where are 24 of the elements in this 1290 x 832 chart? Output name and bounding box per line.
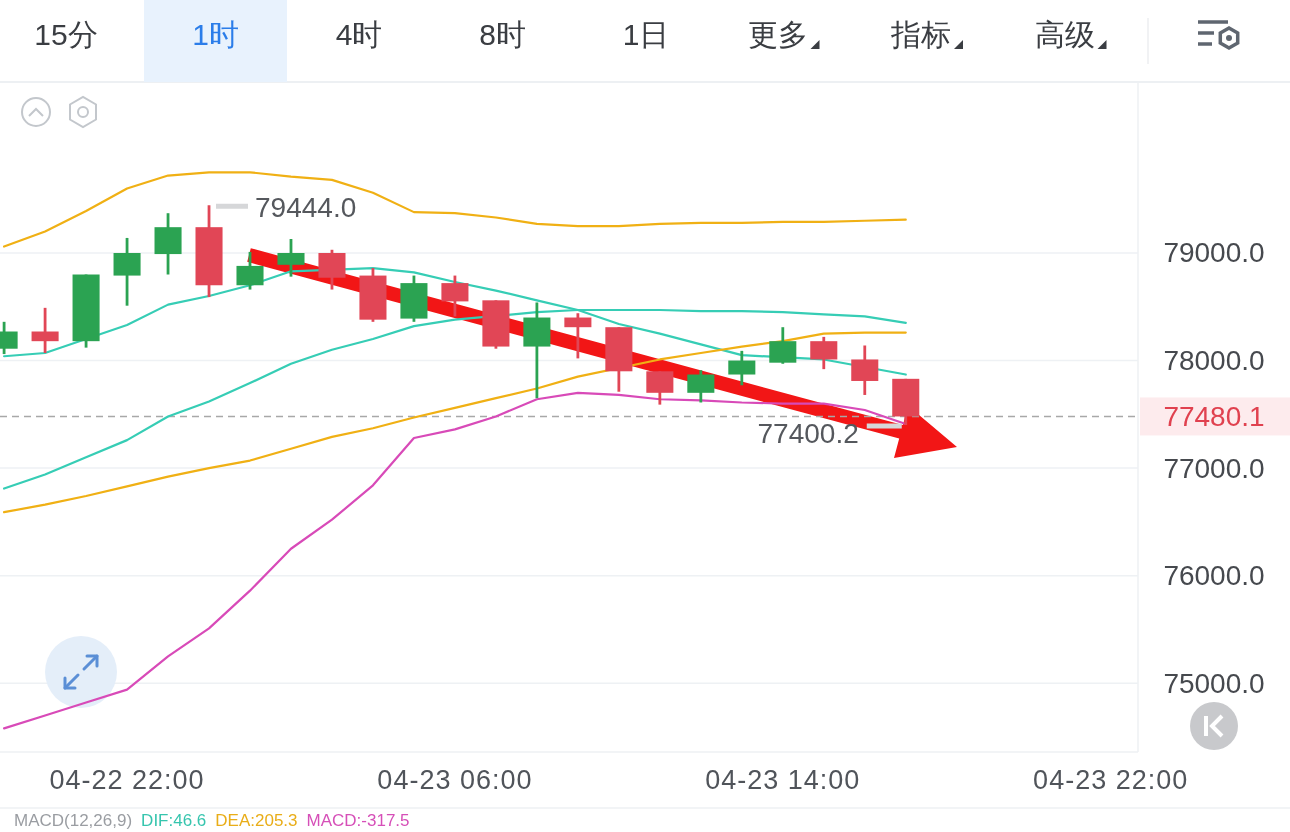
x-tick-label: 04-22 22:00 <box>49 765 205 795</box>
current-price-tag: 77480.1 <box>1140 397 1290 436</box>
tab-label: 8时 <box>479 17 526 51</box>
x-tick-label: 04-23 14:00 <box>705 765 861 795</box>
tab-label: 15分 <box>34 17 98 51</box>
tab-label: 更多 <box>747 17 808 51</box>
indicator-legend: MACD(12,26,9) DIF:46.6 DEA:205.3 MACD:-317.5 <box>14 810 410 830</box>
annotation: 77400.2 <box>757 417 859 449</box>
tab-selected: 1时 <box>144 0 287 82</box>
tab-label: 高级 <box>1034 17 1095 51</box>
tab-label: 1日 <box>622 17 670 51</box>
y-tick-label: 75000.0 <box>1163 667 1265 699</box>
y-tick-label: 76000.0 <box>1163 560 1265 592</box>
tab-label: 4时 <box>335 17 383 51</box>
line-series <box>2 171 907 248</box>
y-tick-label: 77000.0 <box>1163 452 1265 484</box>
line-series <box>2 391 907 730</box>
annotation: 79444.0 <box>255 191 357 223</box>
x-tick-label: 04-23 06:00 <box>377 765 533 795</box>
x-tick-label: 04-23 22:00 <box>1033 765 1189 795</box>
tab-label: 指标 <box>891 17 951 51</box>
y-tick-label: 78000.0 <box>1163 345 1265 377</box>
ref-line-label: 77480.1 <box>1163 400 1265 432</box>
y-tick-label: 79000.0 <box>1163 237 1265 269</box>
